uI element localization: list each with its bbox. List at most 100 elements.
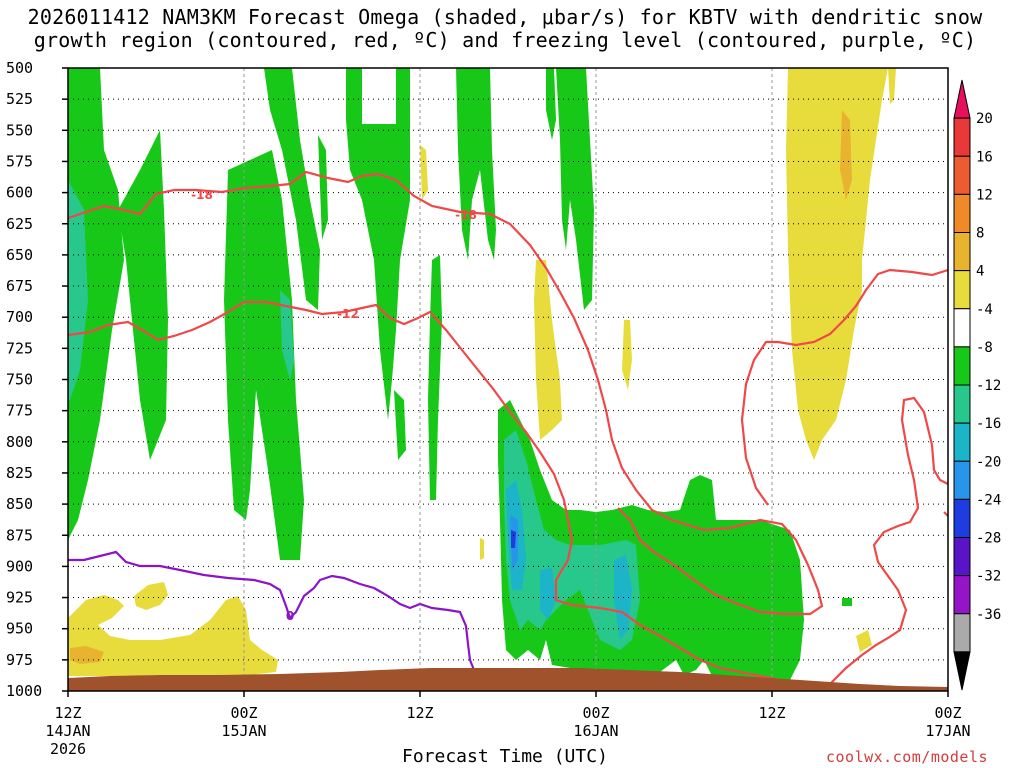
omega-region-22 (840, 110, 852, 200)
omega-region-27 (480, 538, 484, 560)
colorbar-label: -12 (976, 378, 1001, 394)
y-tick-label: 825 (6, 464, 33, 482)
temperature-contours (68, 170, 948, 686)
colorbar-segment (953, 498, 971, 538)
credit-text: coolwx.com/models (826, 748, 989, 766)
colorbar-segment (953, 232, 971, 272)
x-axis-title: Forecast Time (UTC) (402, 746, 608, 767)
omega-region-28 (856, 630, 872, 652)
colorbar-label: 4 (976, 264, 984, 280)
omega-region-19 (540, 568, 556, 620)
omega-region-6 (318, 135, 328, 240)
x-tick-label: 00Z (582, 704, 609, 722)
x-tick-date-label: 15JAN (221, 722, 266, 740)
colorbar-label: -20 (976, 454, 1001, 470)
dendritic-contour-label: -12 (337, 307, 359, 321)
omega-region-5 (264, 68, 320, 310)
y-tick-label: 675 (6, 277, 33, 295)
colorbar-label: -16 (976, 416, 1001, 432)
colorbar-segment (953, 460, 971, 500)
y-tick-label: 950 (6, 620, 33, 638)
colorbar-label: -32 (976, 569, 1001, 585)
omega-region-3 (224, 150, 304, 560)
colorbar-segment (953, 575, 971, 615)
omega-region-14 (504, 430, 640, 650)
omega-region-23 (888, 68, 896, 104)
omega-region-13 (498, 400, 804, 682)
y-tick-label: 525 (6, 90, 33, 108)
colorbar-segment (953, 270, 971, 310)
omega-region-30 (134, 582, 168, 610)
omega-shading (68, 68, 896, 682)
chart-title: 2026011412 NAM3KM Forecast Omega (shaded… (0, 6, 1010, 52)
y-tick-label: 550 (6, 121, 33, 139)
y-tick-label: 700 (6, 308, 33, 326)
colorbar-label: -28 (976, 531, 1001, 547)
chart-title-line1: 2026011412 NAM3KM Forecast Omega (shaded… (27, 5, 983, 29)
colorbar-segment (953, 308, 971, 348)
omega-region-24 (534, 260, 562, 440)
y-tick-label: 600 (6, 184, 33, 202)
colorbar-segment (953, 79, 971, 119)
y-tick-label: 925 (6, 589, 33, 607)
freezing-level-label: 0 (286, 609, 294, 623)
omega-region-21 (786, 68, 888, 460)
omega-region-29 (68, 595, 278, 676)
colorbar-segment (953, 651, 971, 691)
omega-region-11 (546, 68, 556, 140)
y-tick-label: 650 (6, 246, 33, 264)
colorbar-segment (953, 117, 971, 157)
omega-region-25 (622, 320, 632, 390)
colorbar-label: -8 (976, 340, 993, 356)
colorbar: 20 16 12 8 4 -4 -8 -12 -16 -20 -24 -28 -32 -36 (953, 79, 1001, 691)
y-tick-label: 850 (6, 495, 33, 513)
y-tick-label: 575 (6, 152, 33, 170)
colorbar-segment (953, 346, 971, 386)
x-tick-label: 00Z (934, 704, 961, 722)
omega-region-7 (346, 68, 410, 420)
contour-labels: -18 -18 -12 0 (191, 188, 477, 623)
grid-lines (68, 68, 948, 691)
omega-region-8 (394, 390, 406, 460)
dendritic-contour-0 (68, 170, 824, 616)
y-axis: 500 525 550 575 600 625 650 675 700 725 750 775 800 8… (6, 59, 68, 700)
y-tick-label: 625 (6, 215, 33, 233)
y-tick-label: 775 (6, 402, 33, 420)
colorbar-segment (953, 193, 971, 233)
dendritic-contour-1 (68, 300, 948, 686)
omega-region-20 (842, 598, 852, 606)
dendritic-contour-label: -18 (191, 188, 213, 202)
y-tick-label: 1000 (6, 682, 42, 700)
colorbar-label: 16 (976, 149, 993, 165)
chart-title-line2: growth region (contoured, red, ºC) and f… (33, 28, 977, 52)
colorbar-label: -24 (976, 492, 1001, 508)
x-tick-date-label: 16JAN (573, 722, 618, 740)
omega-region-12 (556, 68, 594, 310)
x-tick-date-label: 14JAN (45, 722, 90, 740)
y-tick-label: 725 (6, 339, 33, 357)
x-tick-label: 12Z (406, 704, 433, 722)
x-tick-label: 12Z (54, 704, 81, 722)
dendritic-contour-2 (740, 268, 948, 506)
colorbar-label: -36 (976, 607, 1001, 623)
colorbar-label: 12 (976, 187, 993, 203)
dendritic-contour-label: -18 (455, 208, 477, 222)
x-tick-date-label: 17JAN (925, 722, 970, 740)
omega-region-9 (428, 255, 442, 500)
colorbar-segment (953, 613, 971, 653)
terrain-fill (68, 668, 948, 691)
x-tick-year-label: 2026 (50, 740, 86, 758)
y-tick-label: 875 (6, 526, 33, 544)
freezing-level-contour (68, 550, 476, 671)
terrain-polygon (68, 668, 948, 691)
colorbar-label: 20 (976, 111, 993, 127)
omega-region-2 (68, 180, 88, 400)
colorbar-segment (953, 384, 971, 424)
colorbar-segment (953, 155, 971, 195)
omega-region-0 (68, 68, 124, 540)
colorbar-label: -4 (976, 302, 993, 318)
colorbar-segment (953, 537, 971, 577)
y-tick-label: 750 (6, 371, 33, 389)
